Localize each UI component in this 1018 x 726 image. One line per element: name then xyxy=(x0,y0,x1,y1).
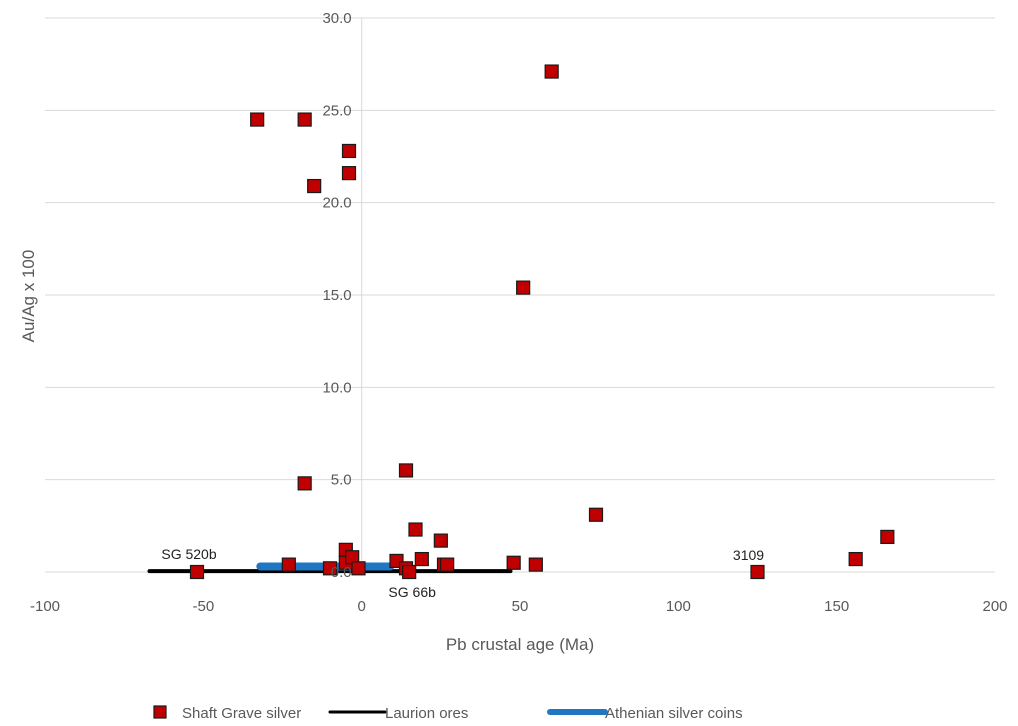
x-tick-label-1: -50 xyxy=(192,598,214,615)
y-tick-label-2: 10.0 xyxy=(322,379,351,396)
data-point-21 xyxy=(528,557,543,572)
data-point-7 xyxy=(398,463,414,478)
y-tick-label-1: 5.0 xyxy=(331,472,352,489)
data-point-23 xyxy=(322,561,338,576)
x-tick-label-2: 0 xyxy=(357,598,365,615)
data-point-4 xyxy=(307,178,322,194)
data-point-0 xyxy=(250,112,265,127)
annotation-label-2: 3109 xyxy=(733,547,764,563)
y-tick-labels: 0.0 5.0 10.0 15.0 20.0 25.0 30.0 xyxy=(322,10,351,581)
data-points xyxy=(189,64,895,580)
data-point-9 xyxy=(588,507,604,522)
data-point-22 xyxy=(281,557,296,572)
data-point-3 xyxy=(341,166,357,181)
legend-label-athenian-silver-coins: Athenian silver coins xyxy=(605,705,743,722)
x-tick-label-3: 50 xyxy=(512,598,529,615)
data-point-14 xyxy=(408,522,423,537)
data-point-16 xyxy=(414,551,429,567)
data-point-13 xyxy=(189,564,205,580)
y-tick-label-6: 30.0 xyxy=(322,10,351,27)
x-axis-title: Pb crustal age (Ma) xyxy=(446,635,594,654)
legend: Shaft Grave silver Laurion ores Athenian s… xyxy=(153,705,743,722)
data-point-10 xyxy=(880,529,895,545)
data-point-1 xyxy=(297,112,312,127)
x-tick-label-0: -100 xyxy=(30,598,60,615)
data-point-2 xyxy=(341,143,357,159)
y-axis-title: Au/Ag x 100 xyxy=(19,250,38,343)
y-tick-label-5: 25.0 xyxy=(322,102,351,119)
legend-swatch-shaft-grave-silver xyxy=(153,705,167,719)
x-tick-label-5: 150 xyxy=(824,598,849,615)
data-point-19 xyxy=(440,557,455,572)
annotation-label-0: SG 520b xyxy=(161,546,216,562)
gridlines xyxy=(45,17,995,481)
y-tick-label-3: 15.0 xyxy=(322,287,351,304)
data-point-8 xyxy=(297,476,312,491)
data-point-12 xyxy=(750,564,765,580)
legend-label-shaft-grave-silver: Shaft Grave silver xyxy=(182,705,301,722)
x-tick-label-6: 200 xyxy=(982,598,1007,615)
x-tick-label-4: 100 xyxy=(666,598,691,615)
data-point-29 xyxy=(402,564,417,580)
x-tick-labels: -100 -50 0 50 100 150 200 xyxy=(30,598,1008,615)
legend-label-laurion-ores: Laurion ores xyxy=(385,705,468,722)
y-tick-label-0: 0.0 xyxy=(331,564,352,581)
annotation-label-1: SG 66b xyxy=(388,584,436,600)
data-point-15 xyxy=(433,533,448,548)
data-point-27 xyxy=(351,561,366,576)
data-point-20 xyxy=(506,555,521,570)
annotations: SG 520b SG 66b 3109 xyxy=(161,546,764,600)
data-point-5 xyxy=(544,64,559,79)
data-point-11 xyxy=(848,551,863,567)
data-point-6 xyxy=(516,280,531,295)
y-tick-label-4: 20.0 xyxy=(322,195,351,212)
